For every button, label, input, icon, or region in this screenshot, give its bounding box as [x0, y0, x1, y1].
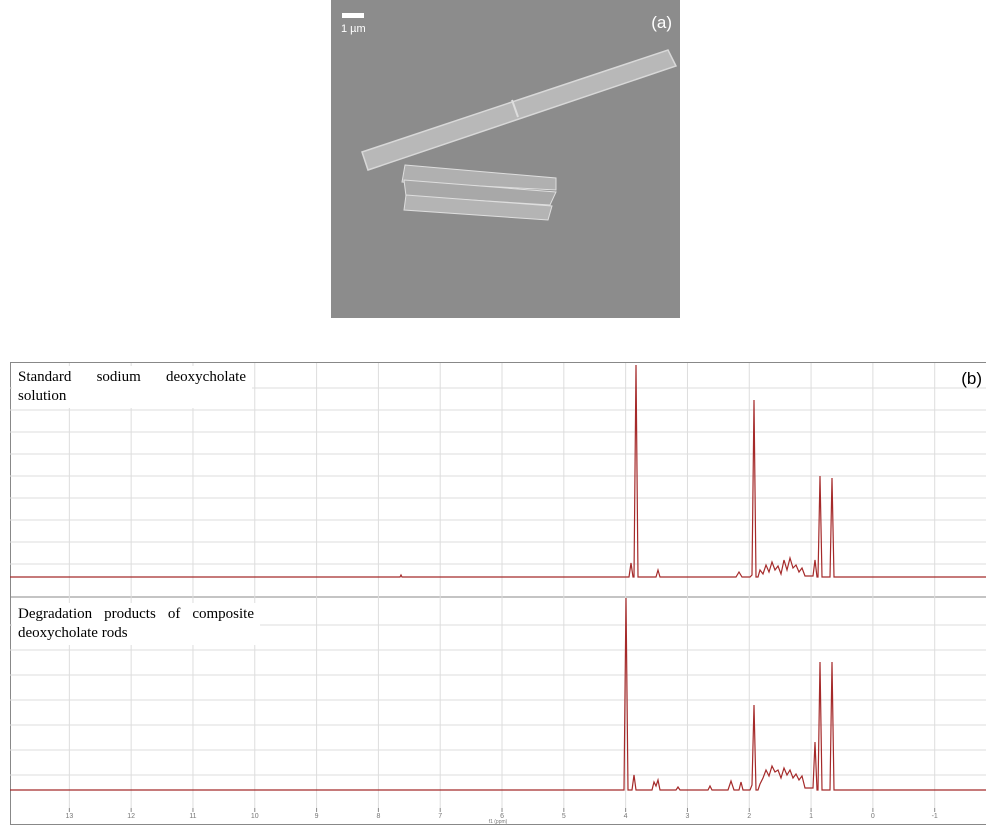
horizontal-grid: [10, 388, 986, 775]
panel-label: (b): [961, 369, 982, 388]
x-tick-label: 0: [871, 813, 875, 820]
x-tick-label: 2: [747, 813, 751, 820]
x-tick-label: -1: [932, 813, 938, 820]
x-tick-label: 1: [809, 813, 813, 820]
panel-label: (a): [651, 13, 672, 32]
x-tick-label: 7: [438, 813, 442, 820]
x-tick-label: 3: [685, 813, 689, 820]
x-tick-label: 9: [315, 813, 319, 820]
x-axis-label: f1 (ppm): [489, 819, 508, 825]
x-tick-label: 13: [65, 813, 73, 820]
x-tick-label: 11: [189, 813, 196, 820]
x-tick-label: 5: [562, 813, 566, 820]
x-tick-label: 10: [251, 813, 259, 820]
x-tick-label: 12: [127, 813, 135, 820]
sem-image: [331, 0, 680, 318]
spectrum-label: Degradation products of composite deoxyc…: [12, 603, 260, 645]
spectrum-label: Standard sodium deoxycholate solution: [12, 366, 252, 408]
figure: 1 µm (a) (b) 131211109876543210-1 f1 (pp…: [0, 0, 986, 825]
x-tick-label: 8: [376, 813, 380, 820]
vertical-grid: [69, 363, 934, 808]
scale-bar-label: 1 µm: [341, 23, 366, 35]
figure-graphics: 1 µm (a) (b) 131211109876543210-1 f1 (pp…: [0, 0, 986, 825]
x-tick-label: 4: [624, 813, 628, 820]
